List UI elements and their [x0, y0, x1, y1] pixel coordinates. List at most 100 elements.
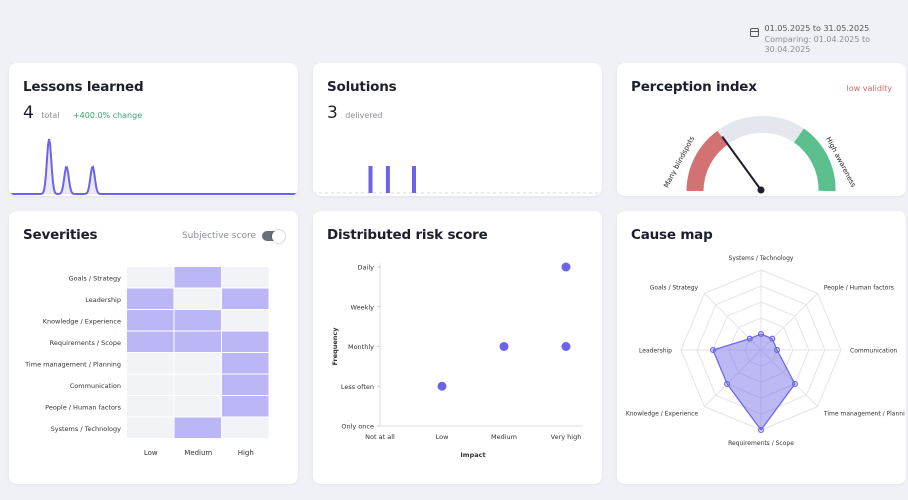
y-tick-label: Weekly — [351, 303, 375, 311]
radar-point — [758, 427, 765, 434]
risk-point — [437, 381, 447, 391]
radar-point — [758, 330, 765, 337]
heatmap-cell — [127, 288, 174, 309]
heatmap-cell — [174, 331, 221, 352]
heatmap-row-label: Communication — [70, 382, 121, 390]
gauge-pivot — [757, 186, 765, 194]
heatmap-cell — [127, 331, 174, 352]
heatmap-cell — [127, 267, 174, 288]
comparing-text: Comparing: 01.04.2025 to 30.04.2025 — [764, 34, 871, 55]
heatmap-cell — [222, 417, 269, 438]
solution-bar — [368, 166, 373, 193]
radar-axis-label: Knowledge / Experience — [626, 410, 699, 417]
heatmap-cell — [127, 396, 174, 417]
radar-point — [709, 347, 716, 354]
heatmap-cell — [222, 374, 269, 395]
heatmap-cell — [127, 353, 174, 374]
y-axis-label: Frequency — [331, 327, 339, 366]
heatmap-cell — [222, 353, 269, 374]
toggle-switch[interactable] — [262, 229, 285, 243]
radar-axis-label: Goals / Strategy — [650, 285, 699, 292]
severities-card: Severities Subjective score Goals / Stra… — [9, 211, 298, 484]
heatmap-cell — [222, 331, 269, 352]
heatmap-cell — [222, 288, 269, 309]
toggle-label: Subjective score — [181, 231, 256, 241]
radar-axis-label: Systems / Technology — [729, 255, 794, 262]
heatmap-cell — [127, 310, 174, 331]
heatmap-cell — [127, 417, 174, 438]
radar-spoke — [760, 349, 818, 407]
radar-axis-label: Time management / Planni — [823, 410, 905, 417]
y-tick-label: Daily — [358, 264, 375, 272]
severities-heatmap: Goals / Strategy Leadership Knowledge / Ex… — [24, 267, 269, 457]
lessons-sparkline — [9, 138, 298, 195]
solutions-card: Solutions 3 delivered — [313, 63, 602, 196]
card-title: Lessons learned — [23, 79, 144, 95]
solutions-bars — [313, 166, 602, 194]
heatmap-cell — [222, 310, 269, 331]
subjective-score-toggle[interactable]: Subjective score — [181, 229, 285, 243]
perception-index-card: Perception index low validity Many blind… — [617, 63, 906, 196]
risk-point — [561, 262, 571, 272]
radar-point — [791, 380, 798, 387]
heatmap-cell — [174, 288, 221, 309]
perception-gauge: Many blindspots High awareness — [662, 115, 858, 194]
heatmap-row-label: People / Human factors — [45, 403, 121, 411]
heatmap-row-label: Goals / Strategy — [69, 274, 122, 282]
radar-point — [746, 335, 753, 342]
risk-point — [561, 342, 571, 351]
heatmap-row-label: Leadership — [85, 296, 121, 304]
y-tick-label: Only once — [341, 423, 374, 431]
gauge-high-segment — [793, 128, 836, 192]
heatmap-cell — [174, 396, 221, 417]
heatmap-column-label: Medium — [184, 449, 212, 457]
heatmap-cell — [127, 374, 174, 395]
gauge-mid-segment — [717, 115, 804, 145]
radar-point — [774, 347, 781, 354]
lessons-count-label: total — [41, 111, 60, 120]
lessons-learned-card: Lessons learned 4 total +400.0% change — [9, 63, 298, 196]
heatmap-cell — [222, 267, 269, 288]
heatmap-cell — [174, 417, 221, 438]
heatmap-row-label: Knowledge / Experience — [43, 317, 121, 325]
cause-map-radar: Systems / Technology People / Human facto… — [626, 255, 905, 447]
heatmap-row-label: Requirements / Scope — [50, 339, 121, 347]
calendar-icon — [750, 28, 759, 37]
solutions-count: 3 — [327, 103, 338, 123]
heatmap-row-label: Time management / Planning — [24, 360, 121, 368]
gauge-needle — [721, 136, 762, 191]
y-tick-label: Less often — [341, 383, 374, 391]
heatmap-column-label: High — [238, 449, 254, 457]
solution-bar — [412, 166, 416, 193]
heatmap-cell — [222, 396, 269, 417]
card-title: Cause map — [631, 227, 713, 243]
radar-axis-label: Leadership — [639, 348, 672, 355]
card-title: Severities — [23, 227, 98, 243]
radar-spoke — [704, 349, 762, 407]
x-tick-label: Low — [436, 433, 449, 441]
heatmap-row-label: Systems / Technology — [51, 425, 122, 433]
cause-map-card: Cause map Systems / Technology People / H… — [617, 211, 906, 484]
x-tick-label: Very high — [551, 433, 582, 441]
radar-axis-label: Communication — [850, 348, 897, 355]
date-range-text: 01.05.2025 to 31.05.2025 — [764, 24, 870, 33]
solution-bar — [385, 166, 390, 193]
radar-point — [769, 335, 776, 342]
date-range[interactable]: 01.05.2025 to 31.05.2025 Comparing: 01.0… — [750, 24, 908, 56]
x-tick-label: Medium — [491, 433, 517, 441]
card-title: Solutions — [327, 79, 397, 95]
heatmap-cell — [174, 374, 221, 395]
radar-point — [724, 380, 731, 387]
heatmap-cell — [174, 353, 221, 374]
heatmap-column-label: Low — [144, 449, 158, 457]
lessons-count: 4 — [23, 103, 34, 123]
risk-score-card: Distributed risk score Only once Less oft… — [313, 211, 602, 484]
radar-area — [712, 333, 796, 432]
lessons-change: +400.0% change — [72, 111, 143, 120]
sparkline-line — [9, 138, 298, 195]
radar-axis-label: People / Human factors — [824, 285, 894, 292]
validity-badge: low validity — [846, 84, 892, 93]
radar-axis-label: Requirements / Scope — [728, 440, 794, 447]
risk-scatter: Only once Less often Monthly Weekly Daily Not… — [331, 262, 583, 459]
gauge-low-segment — [686, 130, 728, 192]
